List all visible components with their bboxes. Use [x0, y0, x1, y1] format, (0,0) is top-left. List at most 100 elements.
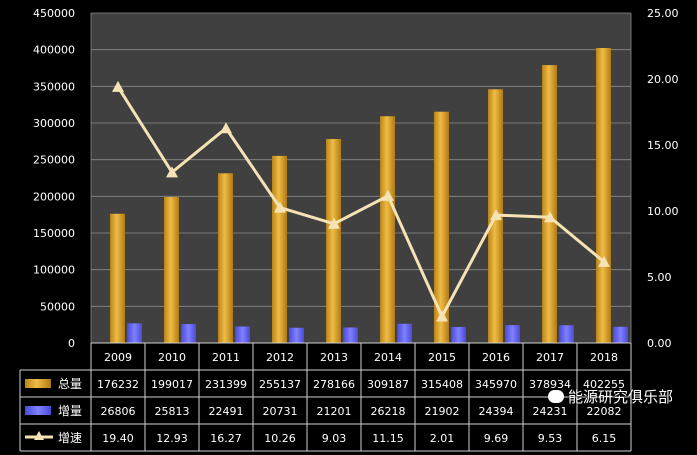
growth-point: [112, 80, 124, 92]
table-value: 315408: [421, 378, 463, 391]
table-value: 21201: [317, 405, 352, 418]
category-label: 2013: [320, 351, 348, 364]
growth-point: [328, 217, 340, 229]
y-right-tick-label: 0.00: [647, 337, 672, 350]
bar-increment: [289, 327, 304, 343]
growth-point: [274, 201, 286, 213]
table-value: 11.15: [372, 432, 404, 445]
bar-increment: [127, 323, 142, 343]
table-value: 176232: [97, 378, 139, 391]
table-value: 10.26: [264, 432, 296, 445]
table-value: 9.03: [322, 432, 347, 445]
category-label: 2018: [590, 351, 618, 364]
wechat-icon: [548, 390, 564, 403]
table-value: 278166: [313, 378, 355, 391]
watermark: 能源研究俱乐部: [548, 386, 673, 407]
bar-total: [542, 65, 557, 344]
table-value: 16.27: [210, 432, 242, 445]
y-left-tick-label: 50000: [40, 300, 75, 313]
growth-point: [598, 255, 610, 267]
category-label: 2014: [374, 351, 402, 364]
growth-point: [220, 122, 232, 134]
category-label: 2011: [212, 351, 240, 364]
bar-total: [380, 116, 395, 343]
table-value: 199017: [151, 378, 193, 391]
data-table: 2009 2010 2011 2012 2013 2014 2015 2016 2017 2018…: [19, 342, 632, 452]
table-value: 9.53: [538, 432, 563, 445]
growth-point: [436, 310, 448, 322]
y-left-tick-label: 350000: [33, 80, 75, 93]
y-right-tick-label: 25.00: [647, 7, 679, 20]
bar-total: [164, 197, 179, 343]
table-value: 309187: [367, 378, 409, 391]
table-value: 21902: [425, 405, 460, 418]
growth-line: [112, 80, 610, 322]
bar-increment: [397, 323, 412, 343]
bar-increment: [181, 324, 196, 343]
bar-total: [218, 173, 233, 343]
gridlines: [90, 12, 632, 344]
table-value: 2.01: [430, 432, 455, 445]
watermark-text: 能源研究俱乐部: [568, 388, 674, 406]
bar-increment: [343, 327, 358, 343]
bar-increment: [505, 325, 520, 343]
y-left-tick-label: 450000: [33, 7, 75, 20]
left-axis-ticks: 0 50000 100000 150000 200000 250000 300000 3500…: [33, 7, 75, 350]
bar-increment: [559, 325, 574, 343]
plot-area: [91, 13, 631, 343]
table-value: 6.15: [592, 432, 617, 445]
bar-increment: [235, 326, 250, 343]
legend-label: 总量: [58, 377, 82, 391]
table-value: 24231: [533, 405, 568, 418]
bar-total: [326, 139, 341, 343]
right-axis-ticks: 0.00 5.00 10.00 15.00 20.00 25.00: [647, 7, 679, 350]
y-right-tick-label: 20.00: [647, 73, 679, 86]
category-label: 2017: [536, 351, 564, 364]
table-value: 26218: [371, 405, 406, 418]
growth-line-path: [116, 86, 605, 320]
legend-key-total: [25, 379, 51, 388]
table-value: 255137: [259, 378, 301, 391]
table-value: 25813: [155, 405, 190, 418]
table-value: 26806: [101, 405, 136, 418]
bar-total: [110, 213, 125, 343]
y-left-tick-label: 150000: [33, 227, 75, 240]
y-right-tick-label: 5.00: [647, 271, 672, 284]
y-left-tick-label: 250000: [33, 154, 75, 167]
bar-total: [434, 111, 449, 343]
category-label: 2012: [266, 351, 294, 364]
y-left-tick-label: 300000: [33, 117, 75, 130]
y-left-tick-label: 200000: [33, 190, 75, 203]
growth-point: [382, 189, 394, 201]
table-value: 402255: [583, 378, 625, 391]
table-value: 19.40: [102, 432, 134, 445]
legend-key-growth-marker: [34, 431, 44, 440]
bar-total: [272, 155, 287, 343]
table-value: 20731: [263, 405, 298, 418]
table-value: 12.93: [156, 432, 188, 445]
bar-increment: [613, 326, 628, 343]
category-label: 2016: [482, 351, 510, 364]
y-left-tick-label: 0: [68, 337, 75, 350]
y-left-tick-label: 400000: [33, 44, 75, 57]
y-right-tick-label: 15.00: [647, 139, 679, 152]
legend-label: 增速: [58, 431, 82, 445]
legend-key-increment: [25, 406, 51, 415]
bar-total: [596, 48, 611, 343]
table-value: 9.69: [484, 432, 509, 445]
table-value: 378934: [529, 378, 571, 391]
bar-increment: [451, 326, 466, 343]
growth-point: [490, 209, 502, 221]
growth-point: [544, 211, 556, 223]
category-label: 2009: [104, 351, 132, 364]
legend-label: 增量: [58, 404, 82, 418]
bars: [110, 48, 628, 344]
table-value: 22082: [587, 405, 622, 418]
table-value: 345970: [475, 378, 517, 391]
y-left-tick-label: 100000: [33, 264, 75, 277]
table-value: 22491: [209, 405, 244, 418]
table-value: 231399: [205, 378, 247, 391]
growth-point: [166, 166, 178, 178]
category-label: 2015: [428, 351, 456, 364]
